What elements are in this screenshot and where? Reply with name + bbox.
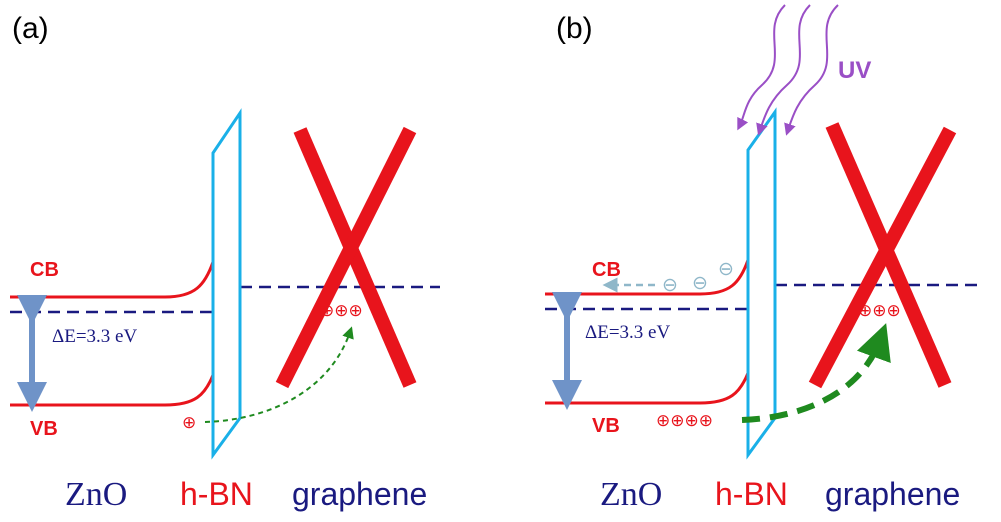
electron: ⊖ xyxy=(662,275,678,296)
vb-label: VB xyxy=(30,418,58,440)
hbn-layer xyxy=(213,113,240,455)
zno-holes: ⊕⊕⊕⊕ xyxy=(656,411,713,430)
hbn-layer xyxy=(748,112,775,455)
graphene-holes: ⊕⊕⊕ xyxy=(858,301,901,320)
vb-band xyxy=(545,373,748,403)
uv-ray xyxy=(760,5,810,130)
panel-label: (b) xyxy=(556,12,593,45)
hbn-label: h-BN xyxy=(180,476,253,512)
zno-label: ZnO xyxy=(65,476,127,513)
vb-label: VB xyxy=(592,415,620,437)
cb-label: CB xyxy=(30,259,59,281)
uv-label: UV xyxy=(838,57,871,84)
cb-label: CB xyxy=(592,259,621,281)
gap-label: ΔE=3.3 eV xyxy=(585,322,670,343)
vb-band xyxy=(10,375,213,405)
diagram: (a) CB VB ΔE=3.3 eV ⊕⊕⊕ ⊕ ZnO h-BN graph… xyxy=(0,0,1001,522)
graphene-label: graphene xyxy=(292,476,427,512)
graphene-label: graphene xyxy=(825,476,960,512)
graphene-holes: ⊕⊕⊕ xyxy=(320,301,363,320)
hole-transfer xyxy=(205,332,350,422)
electron: ⊖ xyxy=(692,273,708,294)
gap-label: ΔE=3.3 eV xyxy=(52,326,137,347)
zno-label: ZnO xyxy=(600,476,662,513)
panel-a: (a) CB VB ΔE=3.3 eV ⊕⊕⊕ ⊕ ZnO h-BN graph… xyxy=(10,12,440,513)
electron: ⊖ xyxy=(718,259,734,280)
panel-label: (a) xyxy=(12,12,49,45)
uv-ray xyxy=(788,5,838,130)
uv-ray xyxy=(740,5,785,125)
hbn-label: h-BN xyxy=(715,476,788,512)
panel-b: (b) UV CB VB ΔE=3.3 eV ⊖ ⊖ ⊖ ⊕⊕⊕ ⊕⊕⊕⊕ Zn… xyxy=(545,5,978,513)
zno-holes: ⊕ xyxy=(182,413,196,432)
